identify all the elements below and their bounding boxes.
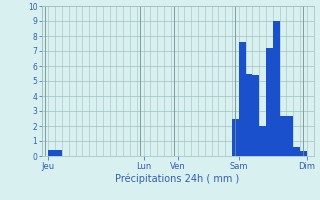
Bar [246, 73, 252, 156]
Bar [273, 21, 280, 156]
Bar [280, 116, 286, 156]
X-axis label: Précipitations 24h ( mm ): Précipitations 24h ( mm ) [116, 173, 240, 184]
Bar [232, 118, 239, 156]
Bar [293, 147, 300, 156]
Bar [266, 48, 273, 156]
Bar [239, 42, 246, 156]
Bar [259, 126, 266, 156]
Bar [48, 150, 55, 156]
Bar [55, 150, 62, 156]
Bar [300, 151, 307, 156]
Bar [286, 116, 293, 156]
Bar [252, 75, 259, 156]
